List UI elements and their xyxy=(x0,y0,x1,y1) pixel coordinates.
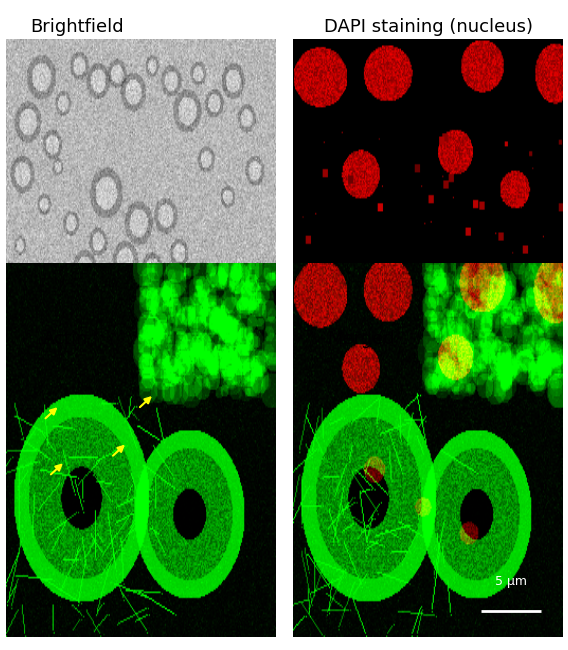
Text: Brightfield: Brightfield xyxy=(30,18,123,36)
Text: DAPI staining (nucleus): DAPI staining (nucleus) xyxy=(324,18,533,36)
Text: Merged: Merged xyxy=(327,330,395,348)
Text: 5 μm: 5 μm xyxy=(495,575,527,588)
Text: Actin: Actin xyxy=(43,330,88,348)
